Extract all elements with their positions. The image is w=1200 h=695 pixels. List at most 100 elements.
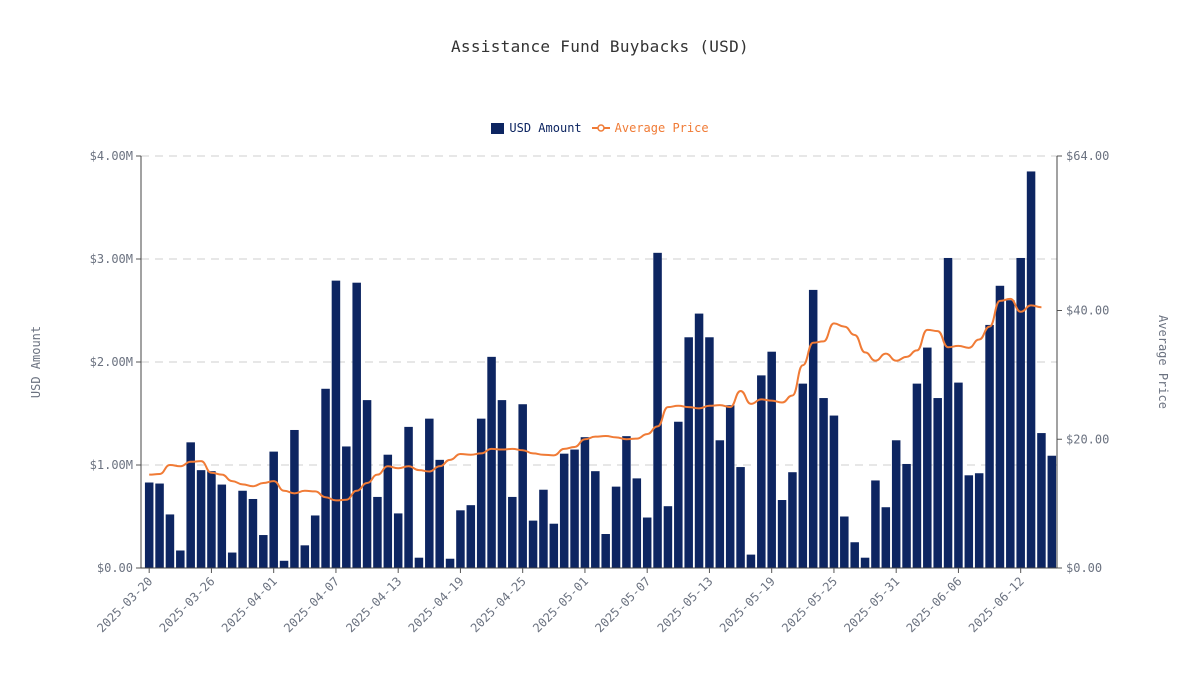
- bar-usd-amount: [165, 514, 175, 568]
- bar-usd-amount: [964, 475, 974, 568]
- bar-usd-amount: [871, 480, 880, 568]
- bar-usd-amount: [508, 496, 517, 568]
- chart-title: Assistance Fund Buybacks (USD): [451, 37, 749, 56]
- bar-usd-amount: [601, 534, 610, 568]
- bar-usd-amount: [1016, 257, 1025, 568]
- bar-usd-amount: [300, 545, 310, 568]
- legend-line-swatch: [591, 124, 610, 132]
- bar-usd-amount: [653, 252, 662, 568]
- bar-usd-amount: [943, 257, 953, 568]
- bar-usd-amount: [1026, 171, 1036, 568]
- bar-usd-amount: [798, 383, 808, 568]
- bar-usd-amount: [715, 440, 725, 568]
- x-tick-label: 2025-04-13: [343, 574, 404, 635]
- y-left-tick-label: $1.00M: [90, 458, 133, 472]
- bar-usd-amount: [549, 523, 559, 568]
- x-tick-label: 2025-04-07: [281, 574, 342, 635]
- bar-usd-amount: [435, 459, 444, 568]
- bar-usd-amount: [144, 482, 154, 568]
- bar-usd-amount: [674, 421, 683, 568]
- bar-usd-amount: [985, 324, 994, 568]
- bar-usd-amount: [881, 507, 891, 568]
- bar-usd-amount: [425, 418, 434, 568]
- bar-usd-amount: [290, 429, 299, 568]
- bar-usd-amount: [518, 404, 527, 568]
- bar-usd-amount: [539, 489, 548, 568]
- x-tick-label: 2025-04-25: [468, 574, 529, 635]
- bar-usd-amount: [383, 454, 393, 568]
- bar-usd-amount: [321, 388, 330, 568]
- x-tick-label: 2025-03-26: [157, 574, 218, 635]
- bar-usd-amount: [570, 449, 579, 568]
- bar-usd-amount: [404, 426, 413, 568]
- bar-usd-amount: [850, 542, 859, 568]
- bar-usd-amount: [487, 356, 496, 568]
- bar-usd-amount: [238, 490, 247, 568]
- bar-usd-amount: [923, 347, 932, 568]
- bar-usd-amount: [788, 472, 797, 568]
- bar-usd-amount: [736, 467, 745, 568]
- bar-usd-amount: [829, 415, 839, 568]
- x-tick-label: 2025-04-01: [219, 574, 280, 635]
- bar-usd-amount: [622, 436, 631, 568]
- bar-usd-amount: [373, 496, 382, 568]
- bar-usd-amount: [196, 470, 206, 568]
- bar-usd-amount: [995, 285, 1005, 568]
- bar-usd-amount: [902, 463, 911, 568]
- bar-usd-amount: [860, 557, 870, 568]
- y-right-tick-label: $40.00: [1066, 304, 1109, 318]
- legend-item-average-price[interactable]: Average Price: [591, 121, 709, 135]
- bar-usd-amount: [757, 375, 766, 568]
- bar-usd-amount: [642, 517, 652, 568]
- bar-usd-amount: [559, 453, 569, 568]
- x-tick-label: 2025-05-13: [655, 574, 716, 635]
- legend: USD Amount Average Price: [0, 121, 1200, 135]
- bar-usd-amount: [840, 516, 849, 568]
- x-tick-label: 2025-06-06: [904, 574, 965, 635]
- y-left-tick-label: $2.00M: [90, 355, 133, 369]
- bar-usd-amount: [591, 471, 600, 568]
- bar-usd-amount: [694, 313, 704, 568]
- bar-usd-amount: [259, 535, 268, 568]
- bar-usd-amount: [476, 418, 486, 568]
- y-left-tick-label: $0.00: [97, 561, 133, 575]
- bar-usd-amount: [891, 440, 901, 568]
- bar-usd-amount: [746, 554, 756, 568]
- bar-usd-amount: [767, 351, 776, 568]
- y-right-tick-label: $20.00: [1066, 432, 1109, 446]
- bar-usd-amount: [466, 505, 476, 568]
- x-tick-label: 2025-04-19: [406, 574, 467, 635]
- bar-usd-amount: [248, 498, 258, 568]
- bar-usd-amount: [725, 405, 735, 568]
- bar-usd-amount: [705, 337, 714, 568]
- bar-usd-amount: [808, 289, 818, 568]
- legend-item-usd-amount[interactable]: USD Amount: [491, 121, 582, 135]
- bar-usd-amount: [414, 557, 424, 568]
- bar-usd-amount: [456, 510, 465, 568]
- x-tick-label: 2025-05-19: [717, 574, 778, 635]
- bar-usd-amount: [342, 446, 351, 568]
- bar-usd-amount: [912, 383, 922, 568]
- bar-usd-amount: [632, 478, 642, 568]
- bar-usd-amount: [611, 486, 621, 568]
- bar-usd-amount: [1006, 300, 1015, 568]
- x-tick-label: 2025-03-20: [94, 574, 155, 635]
- bar-usd-amount: [207, 471, 216, 568]
- bar-usd-amount: [310, 515, 320, 568]
- bar-usd-amount: [393, 513, 403, 568]
- bar-usd-amount: [445, 558, 455, 568]
- bar-usd-amount: [362, 400, 372, 568]
- x-tick-label: 2025-06-12: [966, 574, 1027, 635]
- bar-usd-amount: [269, 451, 278, 568]
- x-tick-label: 2025-05-25: [779, 574, 840, 635]
- bar-usd-amount: [1037, 433, 1046, 568]
- bar-usd-amount: [933, 398, 942, 568]
- bar-usd-amount: [954, 382, 963, 568]
- y-right-tick-label: $64.00: [1066, 149, 1109, 163]
- y-left-tick-label: $4.00M: [90, 149, 133, 163]
- bar-usd-amount: [217, 484, 227, 568]
- bar-usd-amount: [1047, 455, 1057, 568]
- bar-usd-amount: [580, 437, 590, 568]
